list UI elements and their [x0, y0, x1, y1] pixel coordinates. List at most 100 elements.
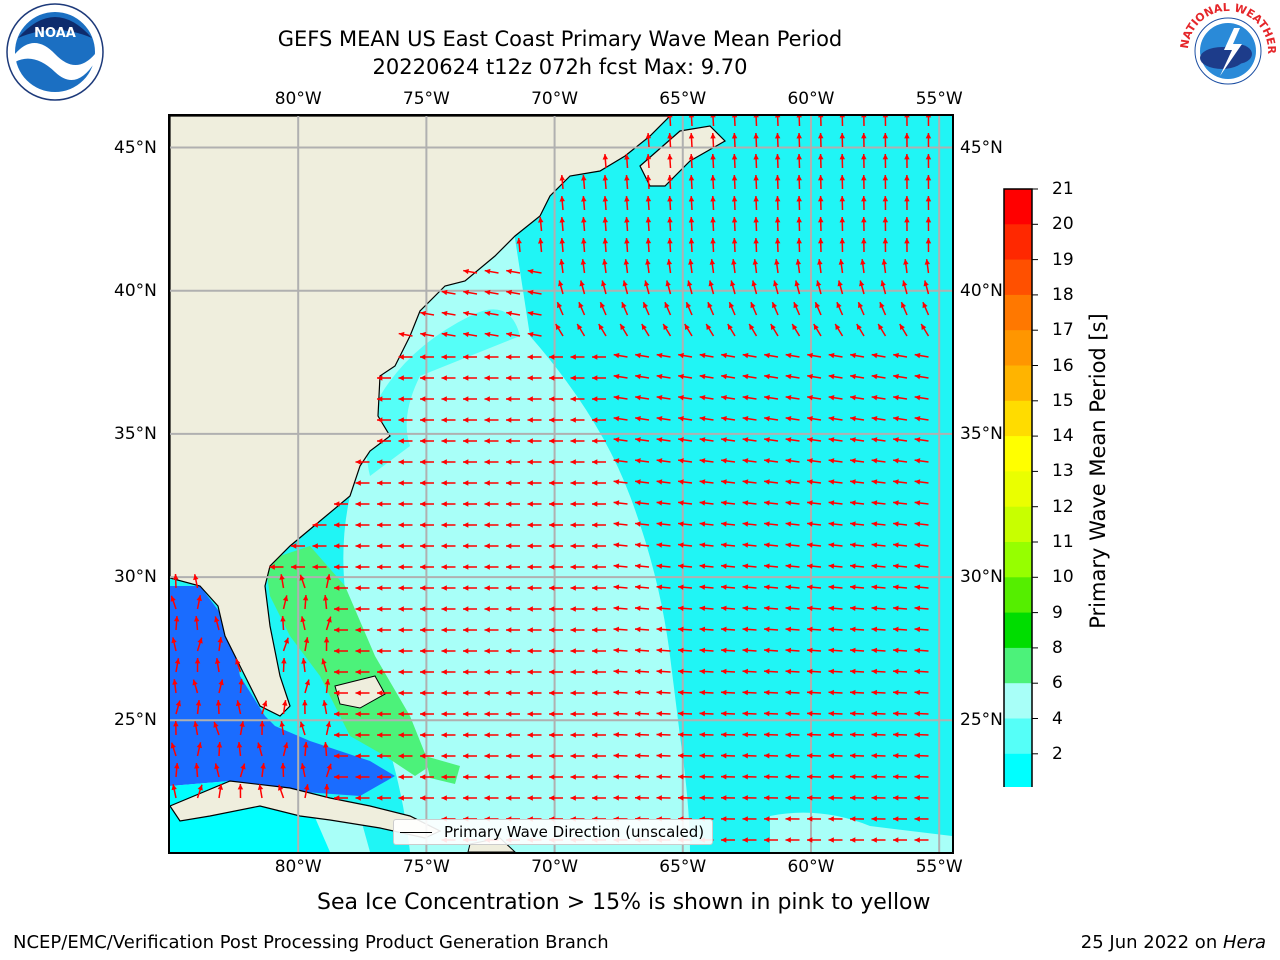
wave-arrow	[613, 731, 628, 738]
wave-arrow	[871, 689, 886, 696]
wave-arrow	[721, 500, 736, 506]
wave-arrow	[871, 542, 886, 548]
period-band-9-10	[265, 546, 430, 776]
wave-arrow	[677, 626, 693, 633]
wave-arrow	[463, 606, 477, 612]
wave-arrow	[849, 542, 865, 548]
wave-arrow	[664, 301, 672, 316]
colorbar-tick-label: 18	[1052, 284, 1074, 305]
wave-arrow	[506, 459, 520, 465]
colorbar-tick-label: 12	[1052, 496, 1074, 517]
wave-arrow	[570, 732, 585, 738]
legend-line-swatch	[400, 831, 432, 833]
wave-arrow	[420, 438, 434, 444]
wave-arrow	[764, 416, 779, 422]
wave-arrow	[914, 731, 929, 738]
wave-arrow	[398, 480, 413, 486]
wave-arrow	[484, 480, 499, 486]
wave-arrow	[214, 763, 220, 778]
wave-arrow	[892, 605, 908, 611]
wave-arrow	[731, 116, 738, 127]
wave-arrow	[635, 352, 650, 359]
wave-arrow	[398, 459, 413, 465]
wave-arrow	[806, 774, 822, 780]
wave-arrow	[742, 647, 757, 654]
wave-arrow	[785, 521, 800, 527]
wave-arrow	[300, 763, 306, 778]
wave-arrow	[420, 753, 434, 759]
wave-arrow	[677, 710, 693, 717]
wave-arrow	[699, 563, 714, 569]
wave-arrow	[774, 216, 781, 232]
wave-arrow	[559, 237, 565, 253]
wave-arrow	[441, 354, 456, 360]
wave-arrow	[688, 132, 695, 148]
wave-arrow	[325, 574, 331, 589]
wave-arrow	[861, 237, 867, 253]
wave-arrow	[441, 669, 456, 675]
wave-arrow	[377, 543, 391, 549]
wave-arrow	[377, 564, 391, 570]
wave-arrow	[882, 195, 889, 211]
wave-arrow	[742, 605, 757, 611]
wave-arrow	[216, 741, 223, 757]
wave-arrow	[644, 280, 650, 295]
colorbar-segment	[1004, 471, 1032, 508]
wave-arrow	[721, 352, 736, 359]
wave-arrow	[914, 352, 929, 359]
wave-arrow	[420, 564, 434, 570]
wave-arrow	[828, 352, 843, 359]
wave-arrow	[613, 605, 628, 611]
colorbar-segment	[1004, 647, 1032, 684]
wave-arrow	[506, 396, 520, 402]
wave-arrow	[914, 500, 929, 506]
wave-arrow	[592, 417, 606, 423]
wave-arrow	[667, 195, 673, 211]
wave-arrow	[506, 522, 520, 528]
wave-arrow	[334, 690, 348, 696]
wave-arrow	[463, 375, 477, 381]
wave-arrow	[570, 396, 585, 402]
wave-arrow	[549, 795, 563, 801]
wave-arrow	[645, 132, 652, 148]
wave-arrow	[828, 626, 843, 633]
wave-arrow	[506, 564, 520, 570]
wave-arrow	[484, 310, 499, 317]
wave-arrow	[892, 774, 908, 780]
wave-arrow	[785, 753, 800, 759]
wave-arrow	[871, 479, 886, 485]
wave-arrow	[871, 373, 886, 380]
wave-arrow	[420, 331, 435, 338]
wave-arrow	[592, 774, 606, 780]
wave-arrow	[710, 116, 716, 127]
wave-arrow	[893, 479, 908, 485]
wave-arrow	[770, 323, 779, 337]
wave-arrow	[764, 500, 779, 506]
wave-arrow	[893, 416, 908, 422]
wave-arrow	[914, 479, 929, 485]
colorbar-tick-label: 11	[1052, 532, 1074, 552]
wave-arrow	[861, 174, 867, 190]
wave-arrow	[398, 396, 413, 402]
wave-arrow	[549, 732, 563, 738]
wave-arrow	[463, 774, 477, 780]
wave-arrow	[687, 280, 693, 295]
wave-arrow	[570, 438, 585, 444]
wave-arrow	[592, 354, 606, 360]
wave-arrow	[570, 669, 585, 675]
wave-arrow	[506, 606, 520, 612]
wave-arrow	[398, 627, 413, 633]
wave-arrow	[441, 459, 456, 465]
wave-arrow	[710, 132, 716, 148]
wave-arrow	[301, 658, 307, 673]
wave-arrow	[807, 394, 822, 401]
wave-arrow	[634, 689, 650, 696]
wave-arrow	[549, 606, 563, 612]
wave-arrow	[709, 259, 716, 274]
wave-arrow	[377, 795, 391, 801]
wave-arrow	[763, 542, 779, 548]
wave-arrow	[527, 711, 542, 717]
wave-arrow	[355, 648, 370, 654]
wave-arrow	[914, 689, 929, 696]
colorbar-segment	[1004, 612, 1032, 649]
